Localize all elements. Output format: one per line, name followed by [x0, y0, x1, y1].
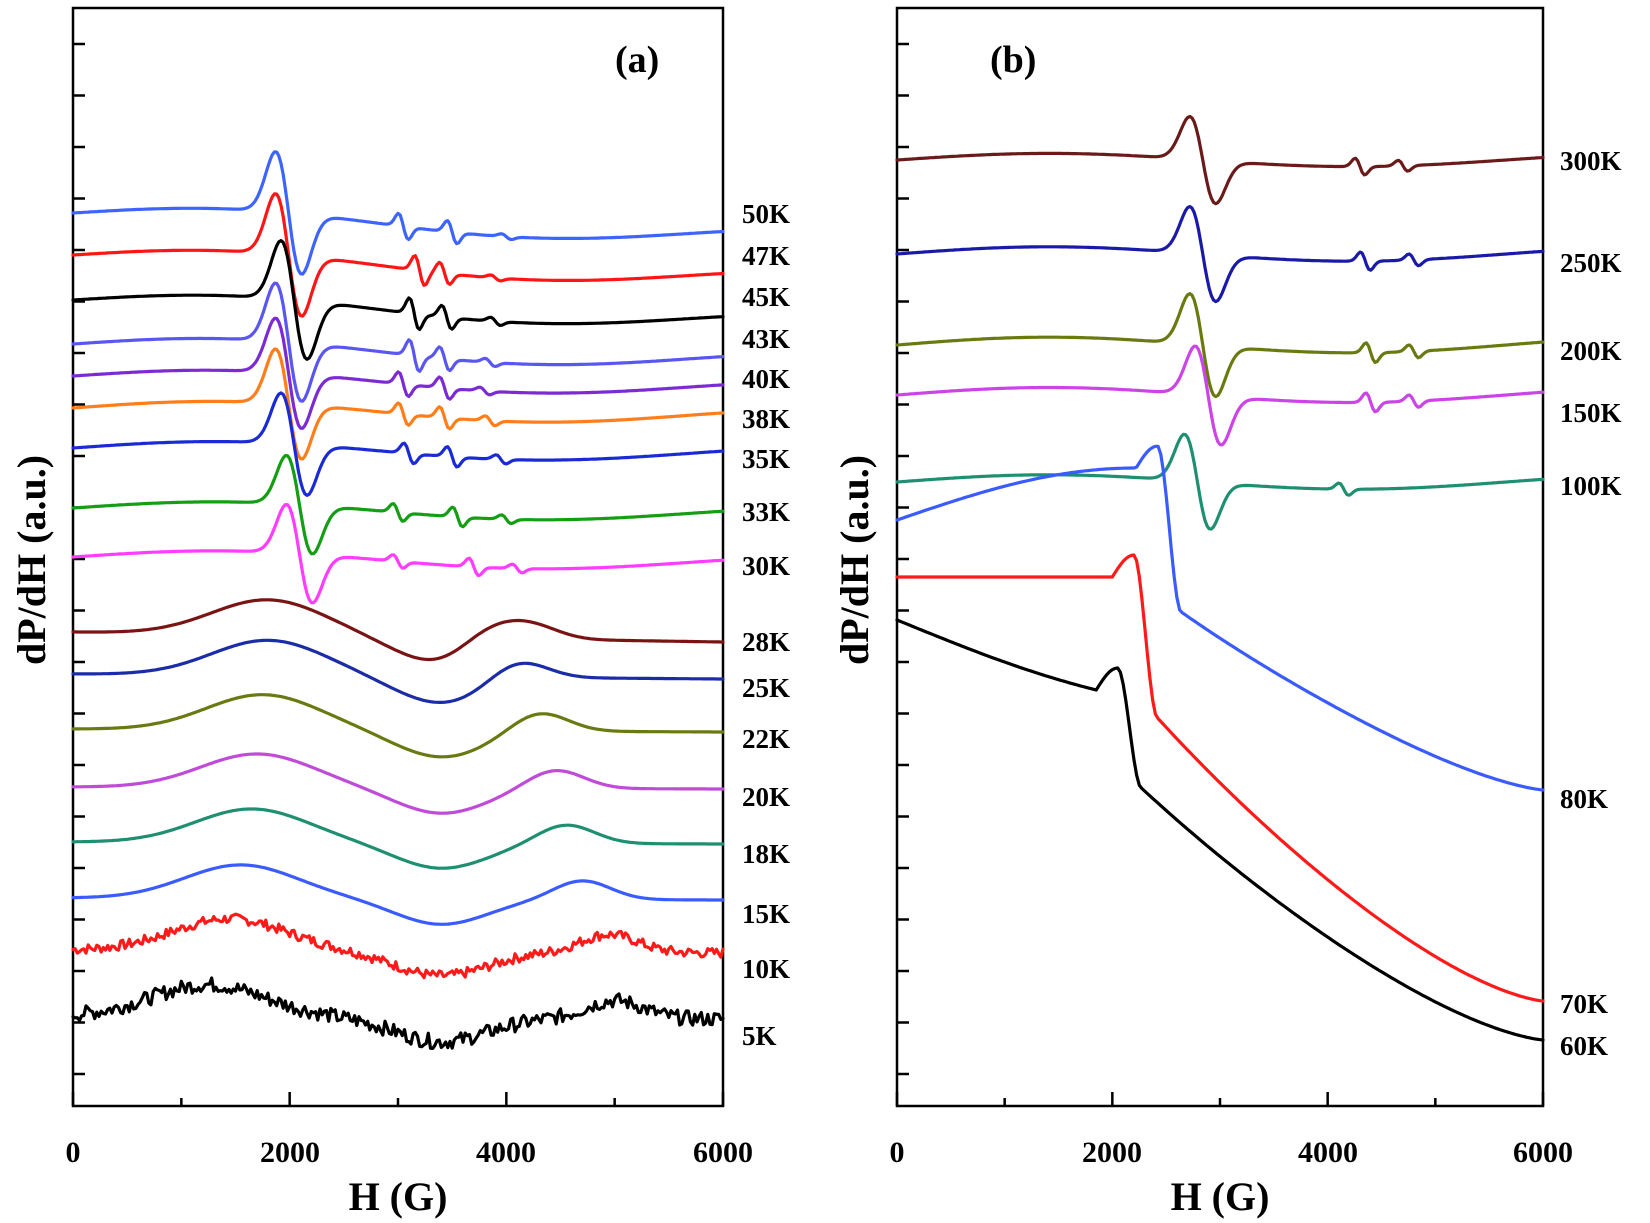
trace-80K	[895, 444, 1545, 792]
panel-a-traces	[71, 150, 725, 1050]
panel-b-x-axis-title: H (G)	[1171, 1174, 1270, 1219]
panel-b-x-tick-4000: 4000	[1298, 1136, 1358, 1169]
temperature-label-40K: 40K	[742, 364, 790, 394]
temperature-label-15K: 15K	[742, 899, 790, 929]
panel-b-label: (b)	[990, 39, 1036, 81]
temperature-label-250K: 250K	[1560, 248, 1622, 278]
trace-70K	[895, 553, 1545, 1003]
trace-33K	[71, 454, 725, 556]
trace-22K	[71, 693, 725, 759]
trace-35K	[71, 391, 725, 497]
temperature-label-80K: 80K	[1560, 784, 1608, 814]
temperature-label-70K: 70K	[1560, 989, 1608, 1019]
temperature-label-33K: 33K	[742, 497, 790, 527]
trace-40K	[71, 316, 725, 430]
trace-30K	[71, 503, 725, 605]
temperature-label-18K: 18K	[742, 839, 790, 869]
temperature-label-30K: 30K	[742, 551, 790, 581]
trace-100K	[895, 432, 1545, 531]
panel-a-x-tick-6000: 6000	[693, 1136, 753, 1169]
temperature-label-43K: 43K	[742, 324, 790, 354]
trace-10K	[71, 912, 725, 980]
panel-b-traces	[895, 114, 1545, 1042]
panel-a-x-tick-0: 0	[66, 1136, 81, 1169]
panel-a-y-ticks	[73, 42, 85, 1076]
panel-b-x-tick-6000: 6000	[1513, 1136, 1573, 1169]
trace-25K	[71, 638, 725, 704]
panel-b-y-axis-title: dP/dH (a.u.)	[832, 455, 877, 665]
trace-45K	[71, 239, 725, 361]
panel-a-temperature-labels: 50K 47K 45K 43K 40K 38K 35K 33K 30K 28K 25K 22K 20K 1…	[742, 199, 790, 1051]
trace-300K	[895, 114, 1545, 206]
trace-5K	[71, 976, 725, 1050]
panel-b-x-ticks	[895, 1092, 1545, 1106]
panel-b: 300K 250K 200K 150K 100K 80K 70K 60K (b) 0 2000…	[832, 6, 1622, 1219]
panel-a-y-axis-title: dP/dH (a.u.)	[9, 455, 54, 665]
trace-15K	[71, 863, 725, 926]
panel-b-frame	[895, 6, 1545, 1108]
panel-a-x-tick-4000: 4000	[476, 1136, 536, 1169]
panel-a-x-ticks	[71, 1092, 725, 1106]
temperature-label-200K: 200K	[1560, 336, 1622, 366]
trace-38K	[71, 347, 725, 461]
panel-b-x-tick-0: 0	[890, 1136, 905, 1169]
trace-60K	[895, 618, 1545, 1042]
temperature-label-10K: 10K	[742, 954, 790, 984]
temperature-label-45K: 45K	[742, 282, 790, 312]
temperature-label-38K: 38K	[742, 404, 790, 434]
temperature-label-150K: 150K	[1560, 398, 1622, 428]
temperature-label-35K: 35K	[742, 444, 790, 474]
temperature-label-50K: 50K	[742, 199, 790, 229]
trace-50K	[71, 150, 725, 276]
temperature-label-47K: 47K	[742, 241, 790, 271]
trace-200K	[895, 292, 1545, 399]
panel-b-x-tick-2000: 2000	[1082, 1136, 1142, 1169]
trace-43K	[71, 281, 725, 403]
trace-18K	[71, 807, 725, 870]
trace-150K	[895, 344, 1545, 447]
temperature-label-100K: 100K	[1560, 471, 1622, 501]
trace-47K	[71, 192, 725, 318]
panel-a-frame	[71, 6, 725, 1108]
trace-28K	[71, 598, 725, 662]
temperature-label-25K: 25K	[742, 673, 790, 703]
panel-a-x-axis-title: H (G)	[349, 1174, 448, 1219]
temperature-label-28K: 28K	[742, 627, 790, 657]
temperature-label-22K: 22K	[742, 724, 790, 754]
temperature-label-300K: 300K	[1560, 146, 1622, 176]
temperature-label-5K: 5K	[742, 1021, 777, 1051]
trace-250K	[895, 205, 1545, 304]
temperature-label-60K: 60K	[1560, 1031, 1608, 1061]
temperature-label-20K: 20K	[742, 782, 790, 812]
trace-20K	[71, 752, 725, 815]
panel-b-y-ticks	[897, 42, 909, 1076]
panel-a: 50K 47K 45K 43K 40K 38K 35K 33K 30K 28K 25K 22K 20K 1…	[9, 6, 790, 1219]
panel-a-x-tick-2000: 2000	[260, 1136, 320, 1169]
panel-a-label: (a)	[615, 39, 659, 81]
panel-b-temperature-labels: 300K 250K 200K 150K 100K 80K 70K 60K	[1560, 146, 1622, 1061]
